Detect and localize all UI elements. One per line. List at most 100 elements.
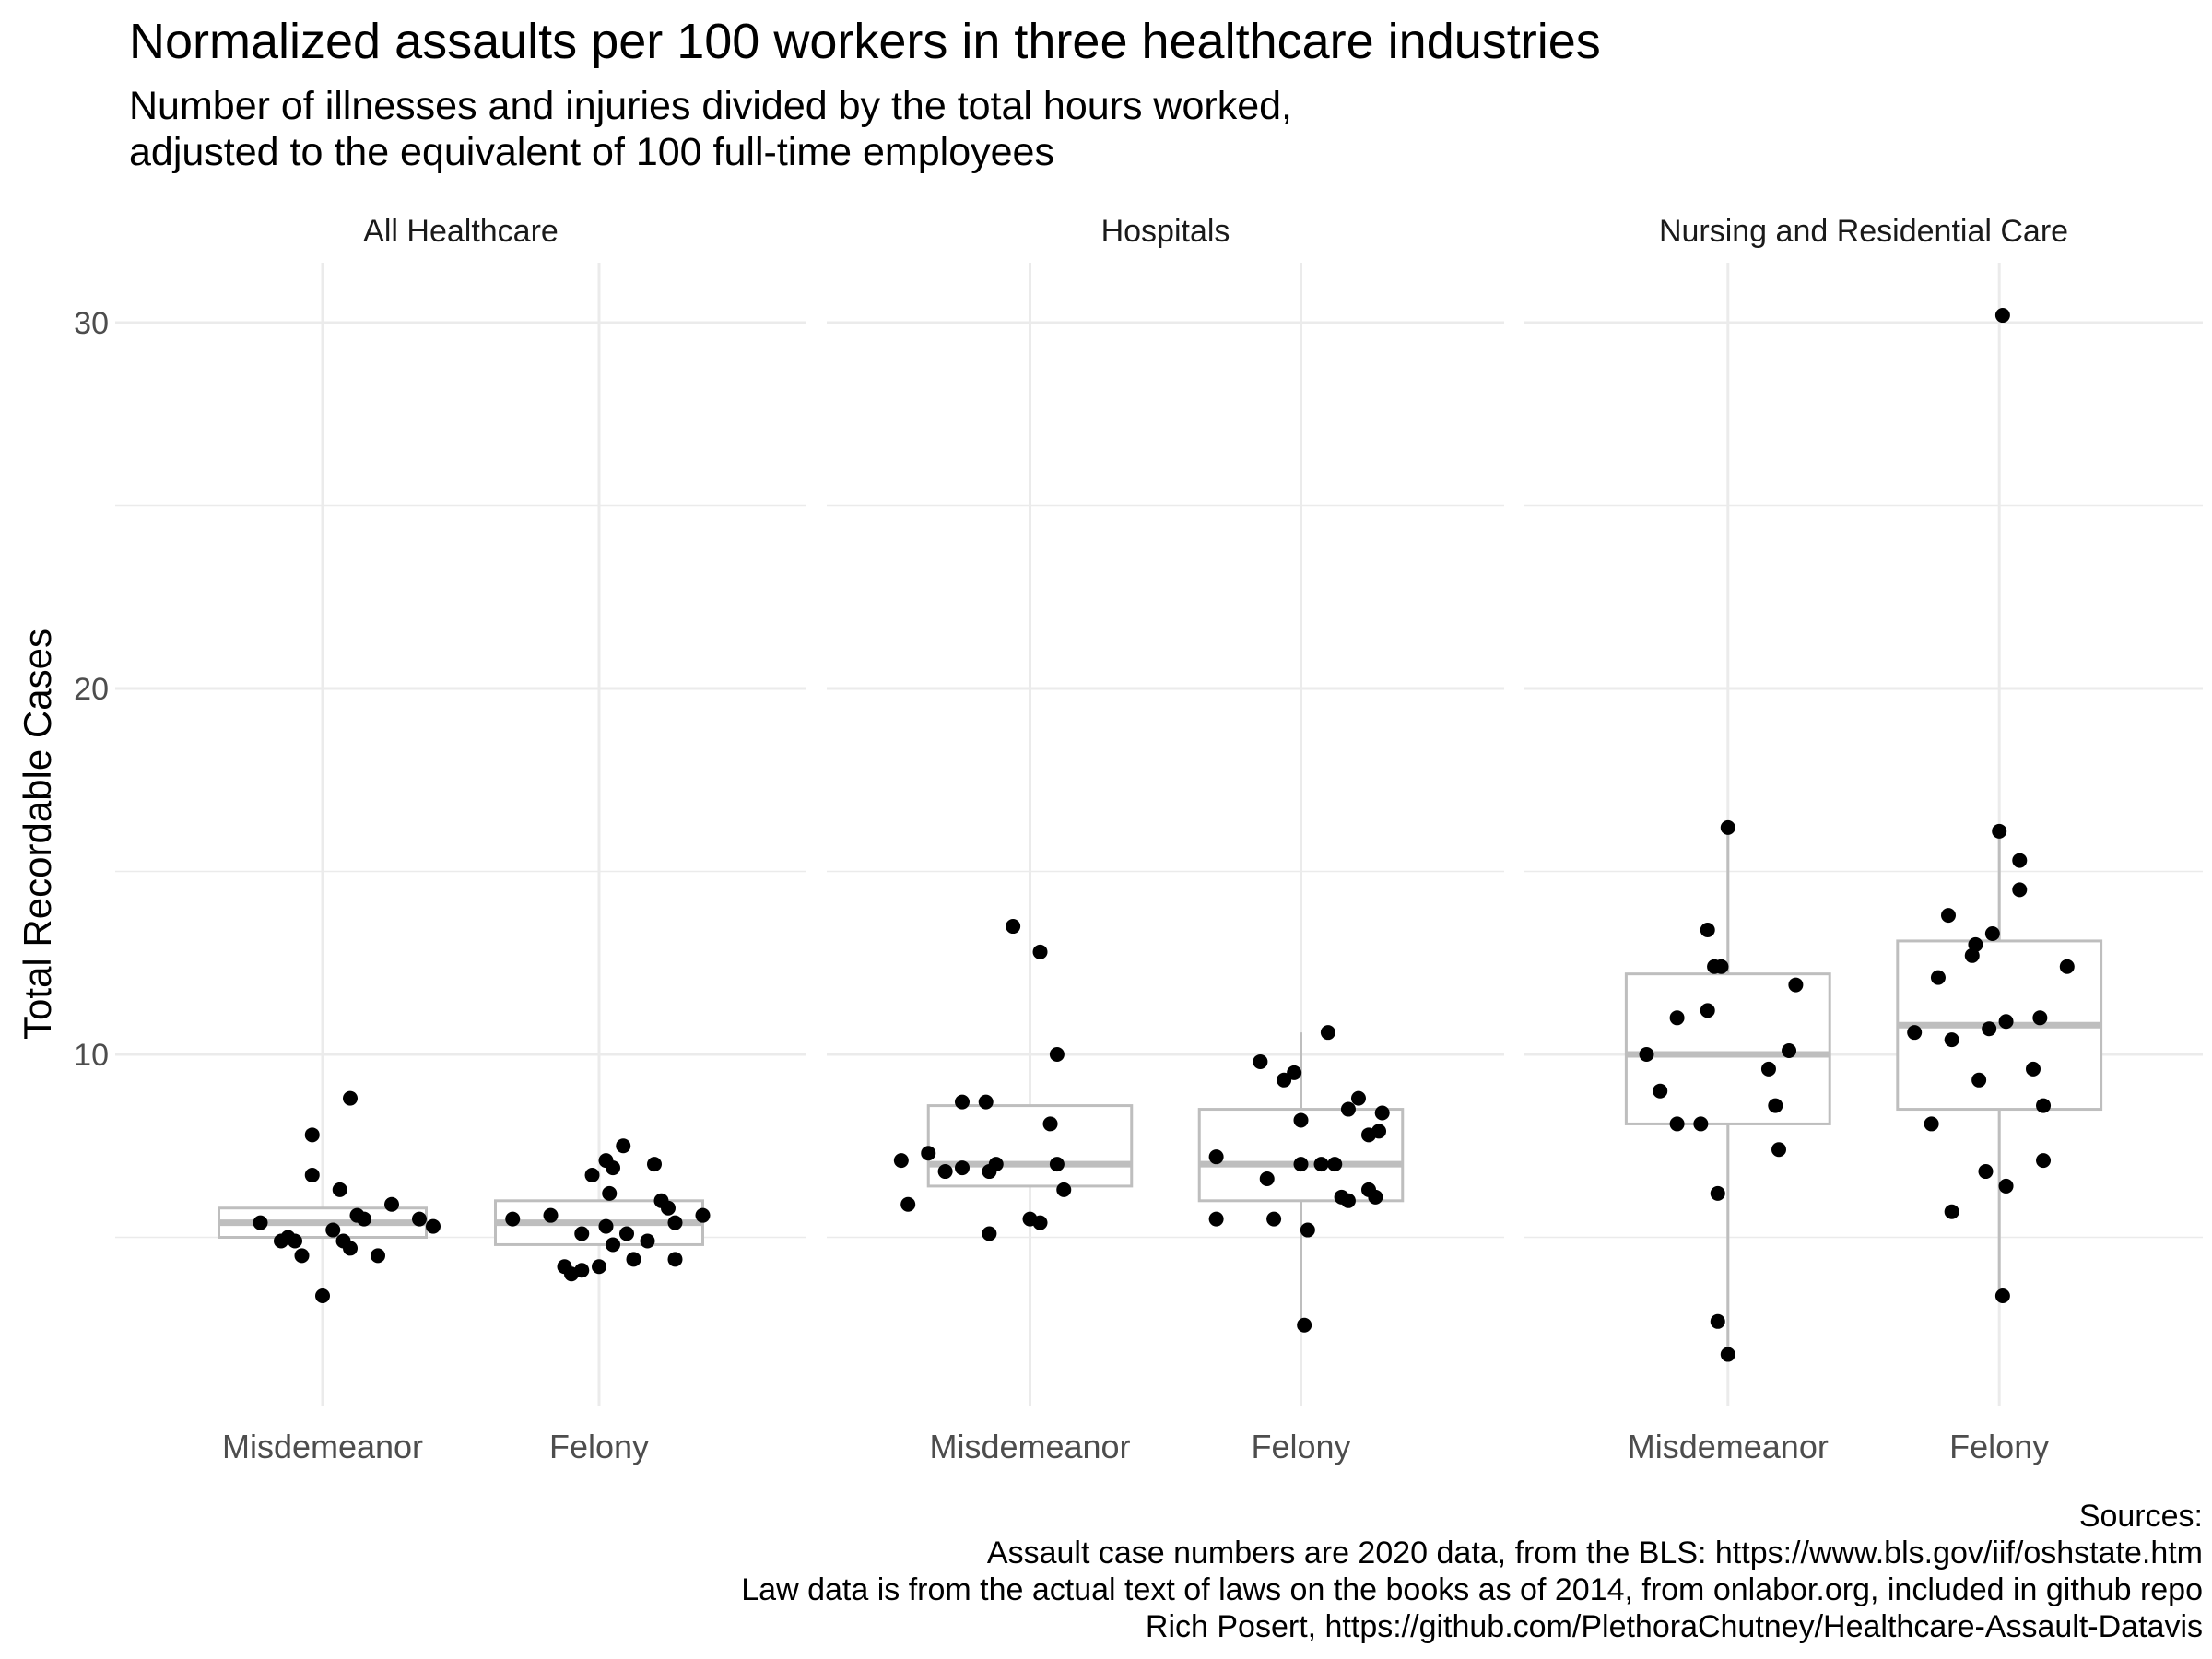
data-point: [1994, 1288, 2010, 1304]
data-point: [1006, 919, 1021, 935]
data-point: [1788, 977, 1804, 993]
data-point: [955, 1160, 970, 1176]
data-point: [1941, 908, 1956, 924]
data-point: [1253, 1053, 1268, 1069]
data-point: [1693, 1116, 1709, 1132]
data-point: [1971, 1072, 1987, 1088]
data-point: [426, 1218, 441, 1234]
data-point: [1293, 1112, 1309, 1128]
data-point: [1340, 1101, 1356, 1117]
sources-line: Assault case numbers are 2020 data, from…: [986, 1535, 2203, 1571]
data-point: [384, 1196, 399, 1212]
data-point: [1300, 1222, 1315, 1238]
facet-panel: Nursing and Residential Care Misdemeanor F…: [1524, 214, 2203, 1465]
x-tick-label: Felony: [549, 1428, 649, 1465]
data-point: [343, 1090, 358, 1106]
data-point: [598, 1218, 614, 1234]
data-point: [1297, 1317, 1312, 1333]
x-tick-label: Misdemeanor: [1628, 1428, 1829, 1465]
data-point: [1710, 1185, 1725, 1201]
data-point: [1320, 1025, 1335, 1041]
data-point: [626, 1252, 641, 1267]
facet-title: All Healthcare: [363, 214, 559, 249]
data-point: [647, 1157, 662, 1172]
data-point: [1208, 1149, 1224, 1165]
data-point: [661, 1200, 676, 1216]
data-point: [343, 1241, 358, 1256]
data-point: [253, 1215, 268, 1230]
data-point: [304, 1127, 320, 1143]
data-point: [1208, 1211, 1224, 1227]
data-point: [606, 1160, 620, 1176]
data-point: [357, 1211, 371, 1227]
data-point: [1049, 1047, 1065, 1062]
data-point: [1998, 1178, 2014, 1194]
data-point: [574, 1263, 590, 1278]
sources-line: Sources:: [2078, 1499, 2203, 1534]
facet-title: Hospitals: [1101, 214, 1230, 249]
data-point: [1944, 1204, 1959, 1219]
data-point: [1992, 823, 2007, 839]
data-point: [1313, 1157, 1329, 1172]
data-point: [1700, 923, 1715, 938]
data-point: [988, 1157, 1004, 1172]
data-point: [1713, 959, 1729, 974]
data-point: [1653, 1083, 1668, 1099]
data-point: [1968, 936, 1983, 952]
data-point: [1710, 1313, 1725, 1329]
data-point: [2036, 1098, 2052, 1113]
data-point: [1907, 1025, 1923, 1041]
data-point: [1700, 1003, 1715, 1018]
data-point: [543, 1207, 559, 1223]
data-point: [2032, 1010, 2048, 1026]
chart-subtitle: Number of illnesses and injuries divided…: [129, 83, 1292, 175]
data-point: [505, 1211, 521, 1227]
y-tick-label: 10: [74, 1038, 109, 1073]
data-point: [1782, 1043, 1797, 1059]
data-point: [606, 1237, 620, 1253]
data-point: [667, 1252, 683, 1267]
box-body: [1624, 972, 1831, 1125]
data-point: [294, 1248, 310, 1264]
data-point: [1371, 1124, 1387, 1139]
data-point: [1266, 1211, 1282, 1227]
data-point: [602, 1185, 618, 1201]
subtitle-line: adjusted to the equivalent of 100 full-t…: [129, 130, 1054, 174]
data-point: [2036, 1153, 2052, 1169]
data-point: [900, 1196, 916, 1212]
data-point: [1982, 1021, 1997, 1037]
data-point: [640, 1233, 655, 1249]
data-point: [1669, 1010, 1685, 1026]
data-point: [412, 1211, 427, 1227]
data-point: [1350, 1090, 1366, 1106]
data-point: [1032, 1215, 1048, 1230]
data-point: [1293, 1157, 1309, 1172]
data-point: [1327, 1157, 1343, 1172]
data-point: [1368, 1189, 1383, 1205]
data-point: [1374, 1105, 1390, 1121]
data-point: [1944, 1032, 1959, 1048]
x-tick-label: Misdemeanor: [222, 1428, 423, 1465]
data-point: [2012, 853, 2028, 868]
x-tick-label: Misdemeanor: [929, 1428, 1130, 1465]
sources-line: Rich Posert, https://github.com/Plethora…: [1145, 1609, 2203, 1644]
y-tick-label: 30: [74, 306, 109, 341]
data-point: [1994, 308, 2010, 324]
data-point: [1768, 1098, 1783, 1113]
data-point: [325, 1222, 341, 1238]
data-point: [1720, 819, 1735, 835]
data-point: [1259, 1171, 1275, 1186]
data-point: [332, 1182, 347, 1197]
data-point: [921, 1146, 936, 1161]
data-point: [1287, 1065, 1302, 1080]
chart-title: Normalized assaults per 100 workers in t…: [129, 14, 1601, 69]
data-point: [315, 1288, 330, 1304]
data-point: [1277, 1072, 1292, 1088]
data-point: [1998, 1014, 2014, 1030]
facet-panel: Hospitals Misdemeanor Felony: [827, 214, 1504, 1465]
data-point: [2059, 959, 2075, 974]
data-point: [982, 1226, 997, 1241]
data-point: [2012, 882, 2028, 898]
y-axis-title: Total Recordable Cases: [16, 629, 59, 1040]
